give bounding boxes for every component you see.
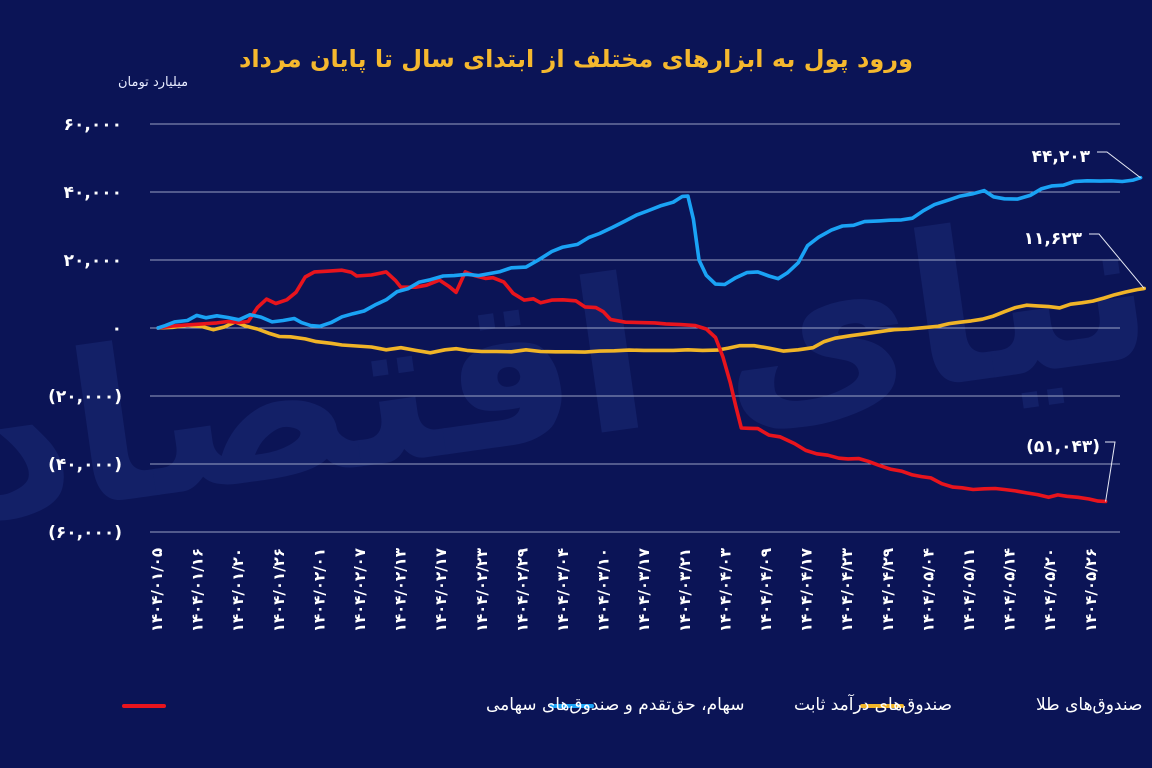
x-tick-label: ۱۴۰۴/۰۲/۱۷ <box>432 548 450 632</box>
x-tick-label: ۱۴۰۴/۰۵/۲۶ <box>1082 548 1100 632</box>
callout-leader <box>1105 441 1116 502</box>
legend-label: صندوق‌های طلا <box>1036 695 1142 715</box>
x-tick-label: ۱۴۰۴/۰۴/۲۳ <box>838 548 856 632</box>
x-tick-label: ۱۴۰۴/۰۲/۱۳ <box>392 548 410 632</box>
x-tick-label: ۱۴۰۴/۰۳/۲۱ <box>676 548 694 632</box>
x-tick-label: ۱۴۰۴/۰۱/۱۶ <box>189 548 207 632</box>
legend-label: صندوق‌های درآمد ثابت <box>794 693 952 715</box>
series-line <box>156 268 1108 504</box>
series-line <box>156 175 1143 330</box>
x-tick-label: ۱۴۰۴/۰۳/۱۰ <box>595 548 613 632</box>
end-value-callouts: ۴۴,۲۰۳ ۱۱,۶۲۳ (۵۱,۰۴۳) <box>1024 147 1145 502</box>
x-tick-label: ۱۴۰۴/۰۲/۰۱ <box>310 548 328 632</box>
x-tick-label: ۱۴۰۴/۰۲/۲۹ <box>513 548 531 632</box>
gridlines <box>150 123 1120 533</box>
x-tick-label: ۱۴۰۴/۰۴/۱۷ <box>798 548 816 632</box>
y-tick-label: (۴۰,۰۰۰) <box>48 455 122 475</box>
series-lines <box>156 175 1146 504</box>
x-tick-label: ۱۴۰۴/۰۴/۰۳ <box>716 548 734 632</box>
end-value-label: ۱۱,۶۲۳ <box>1024 229 1083 249</box>
x-tick-label: ۱۴۰۴/۰۵/۰۴ <box>919 548 937 632</box>
callout-leader <box>1089 233 1145 289</box>
y-tick-label: (۲۰,۰۰۰) <box>48 387 122 407</box>
series-line <box>156 286 1146 355</box>
y-tick-label: ۶۰,۰۰۰ <box>64 115 122 135</box>
x-tick-label: ۱۴۰۴/۰۲/۲۳ <box>473 548 491 632</box>
x-tick-label: ۱۴۰۴/۰۵/۲۰ <box>1041 548 1059 632</box>
legend: صندوق‌های طلا صندوق‌های درآمد ثابت سهام، ح… <box>122 693 1142 715</box>
y-tick-label: ۰ <box>112 319 122 339</box>
x-tick-label: ۱۴۰۴/۰۱/۲۰ <box>229 548 247 632</box>
x-tick-label: ۱۴۰۴/۰۱/۰۵ <box>148 548 166 632</box>
y-tick-label: (۶۰,۰۰۰) <box>48 523 122 543</box>
y-tick-label: ۴۰,۰۰۰ <box>64 183 122 203</box>
end-value-label: ۴۴,۲۰۳ <box>1032 147 1091 167</box>
callout-leader <box>1097 151 1141 179</box>
y-axis-unit-label: میلیارد تومان <box>118 75 188 90</box>
x-tick-label: ۱۴۰۴/۰۱/۲۶ <box>270 548 288 632</box>
x-tick-label: ۱۴۰۴/۰۲/۰۷ <box>351 548 369 632</box>
chart-title: ورود پول به ابزارهای مختلف از ابتدای سال… <box>239 45 913 73</box>
x-tick-label: ۱۴۰۴/۰۵/۱۱ <box>960 548 978 632</box>
x-tick-label: ۱۴۰۴/۰۵/۱۴ <box>1001 548 1019 632</box>
y-tick-label: ۲۰,۰۰۰ <box>64 251 122 271</box>
end-value-label: (۵۱,۰۴۳) <box>1026 437 1100 457</box>
x-axis-ticks: ۱۴۰۴/۰۱/۰۵ ۱۴۰۴/۰۱/۱۶ ۱۴۰۴/۰۱/۲۰ ۱۴۰۴/۰۱/۲۶… <box>148 548 1100 632</box>
x-tick-label: ۱۴۰۴/۰۴/۲۹ <box>879 548 897 632</box>
legend-label: سهام، حق‌تقدم و صندوق‌های سهامی <box>486 695 744 715</box>
x-tick-label: ۱۴۰۴/۰۳/۱۷ <box>635 548 653 632</box>
x-tick-label: ۱۴۰۴/۰۳/۰۴ <box>554 548 572 632</box>
x-tick-label: ۱۴۰۴/۰۴/۰۹ <box>757 548 775 632</box>
y-axis-ticks: ۶۰,۰۰۰ ۴۰,۰۰۰ ۲۰,۰۰۰ ۰ (۲۰,۰۰۰) (۴۰,۰۰۰) (۶۰,۰… <box>48 115 122 543</box>
